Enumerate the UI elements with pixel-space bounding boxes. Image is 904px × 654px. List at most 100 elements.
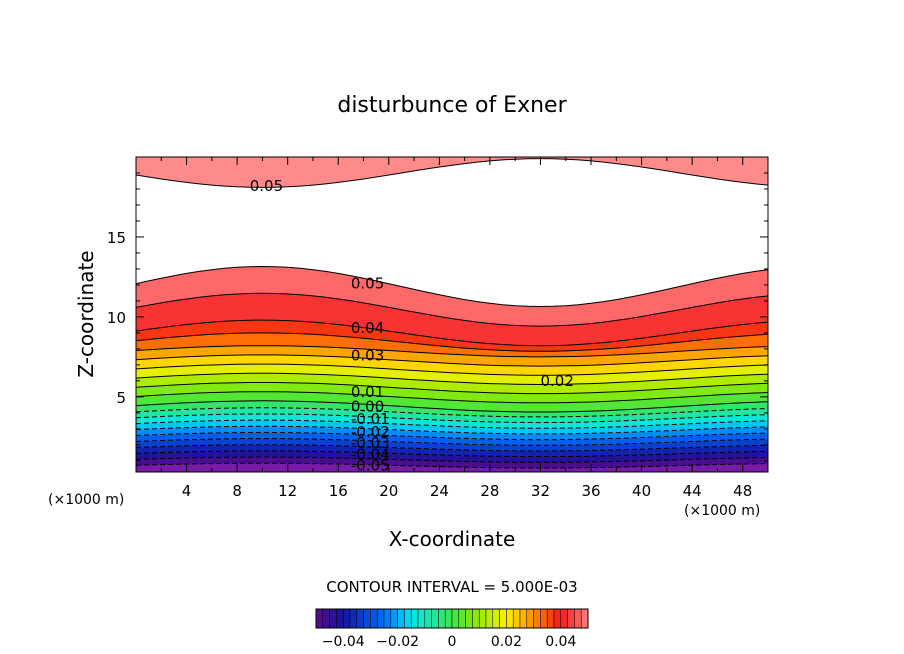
contour-label: -0.05 <box>351 457 390 475</box>
colorbar-cell <box>383 608 392 629</box>
colorbar-tick-label: 0.04 <box>545 634 576 650</box>
contour-label: 0.04 <box>351 319 384 337</box>
contour-line <box>136 354 768 367</box>
x-tick-label: 8 <box>232 482 242 500</box>
colorbar-cell <box>444 608 453 629</box>
contour-line <box>136 413 768 424</box>
colorbar-cell <box>397 608 405 629</box>
contour-line <box>136 431 768 441</box>
contour-line <box>136 462 768 469</box>
colorbar-cell <box>567 608 575 629</box>
x-tick-label: 24 <box>430 482 449 500</box>
x-tick-labels: 4 8 12 16 20 24 28 32 36 40 44 48 <box>182 482 752 500</box>
colorbar-cell <box>410 608 419 629</box>
contour-line <box>136 319 768 347</box>
colorbar-cell <box>322 608 330 629</box>
colorbar-cell <box>356 608 364 629</box>
y-tick-label: 10 <box>107 309 126 327</box>
x-unit-left: (×1000 m) <box>48 492 124 508</box>
colorbar-cell <box>315 608 324 629</box>
contour-labels: 0.050.050.040.030.020.010.00-0.01-0.02-0… <box>250 177 574 475</box>
contour-interval-label: CONTOUR INTERVAL = 5.000E-03 <box>326 578 577 596</box>
contour-line <box>136 345 768 358</box>
x-tick-label: 4 <box>182 482 192 500</box>
x-tick-label: 12 <box>278 482 297 500</box>
axis-ticks <box>136 157 768 472</box>
colorbar-cell <box>336 608 344 629</box>
y-tick-labels: 5 10 15 <box>107 229 126 407</box>
contour-label: 0.03 <box>351 346 384 364</box>
chart-title: disturbunce of Exner <box>337 93 567 118</box>
colorbar-cell <box>478 608 487 629</box>
contour-line <box>136 391 768 404</box>
contour-fills <box>136 157 768 472</box>
colorbar-cell <box>370 608 378 629</box>
contour-line <box>136 158 768 188</box>
colorbar-cell <box>553 608 562 629</box>
colorbar <box>315 608 589 629</box>
contour-line <box>136 456 768 463</box>
colorbar-cell <box>533 608 541 629</box>
colorbar-cell <box>472 608 480 629</box>
x-tick-label: 20 <box>379 482 398 500</box>
contour-label: 0.01 <box>351 383 384 401</box>
colorbar-tick-label: −0.04 <box>322 634 365 650</box>
contour-lines <box>136 158 768 469</box>
colorbar-cell <box>492 608 500 629</box>
colorbar-tick-label: 0 <box>448 634 457 650</box>
x-tick-label: 40 <box>632 482 651 500</box>
colorbar-cell <box>546 608 555 629</box>
colorbar-cell <box>580 608 589 629</box>
colorbar-cell <box>540 608 548 629</box>
contour-line <box>136 444 768 452</box>
contour-label: -0.01 <box>351 410 390 428</box>
contour-label: -0.04 <box>351 445 390 463</box>
y-axis-label: Z-coordinate <box>74 250 98 377</box>
contour-line <box>136 438 768 446</box>
y-tick-label: 5 <box>116 389 126 407</box>
colorbar-cell <box>451 608 460 629</box>
contour-label: -0.02 <box>351 423 390 441</box>
colorbar-cell <box>519 608 528 629</box>
contour-label: 0.05 <box>351 274 384 292</box>
x-axis-label: X-coordinate <box>389 527 516 551</box>
colorbar-cell <box>424 608 432 629</box>
x-tick-label: 48 <box>733 482 752 500</box>
contour-label: 0.02 <box>540 372 573 390</box>
contour-line <box>136 425 768 435</box>
colorbar-cell <box>485 608 494 629</box>
colorbar-cell <box>512 608 521 629</box>
colorbar-cell <box>458 608 466 629</box>
x-tick-label: 28 <box>480 482 499 500</box>
colorbar-cell <box>363 608 371 629</box>
colorbar-cell <box>417 608 426 629</box>
colorbar-cell <box>390 608 398 629</box>
x-tick-label: 44 <box>683 482 702 500</box>
contour-line <box>136 400 768 413</box>
colorbar-cell <box>438 608 446 629</box>
x-tick-label: 36 <box>581 482 600 500</box>
colorbar-cell <box>506 608 514 629</box>
colorbar-tick-label: −0.02 <box>376 634 419 650</box>
contour-label: 0.00 <box>351 397 384 415</box>
colorbar-cell <box>526 608 534 629</box>
contour-line <box>136 407 768 418</box>
y-tick-label: 15 <box>107 229 126 247</box>
colorbar-cell <box>465 608 473 629</box>
colorbar-cell <box>404 608 412 629</box>
colorbar-cell <box>499 608 507 629</box>
colorbar-frame <box>315 608 589 629</box>
contour-line <box>136 372 768 386</box>
colorbar-cell <box>349 608 358 629</box>
colorbar-cell <box>342 608 351 629</box>
contour-line <box>136 265 768 308</box>
x-unit-right: (×1000 m) <box>684 503 760 519</box>
contour-line <box>136 382 768 395</box>
colorbar-cell <box>376 608 385 629</box>
contour-band <box>136 463 768 472</box>
colorbar-cell <box>329 608 337 629</box>
contour-band <box>136 157 768 188</box>
contour-line <box>136 363 768 376</box>
plot-frame <box>135 156 769 473</box>
